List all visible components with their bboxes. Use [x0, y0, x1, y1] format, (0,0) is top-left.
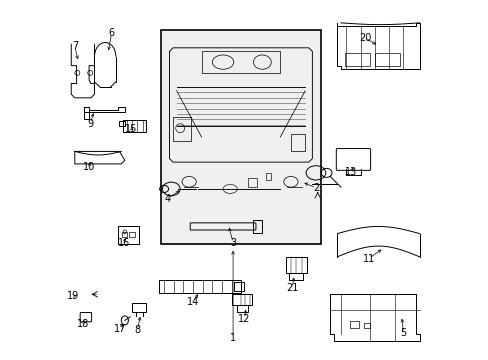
Bar: [119, 121, 124, 126]
Bar: [364, 323, 369, 328]
Text: 1: 1: [229, 333, 236, 343]
Bar: [237, 305, 247, 312]
Text: 6: 6: [108, 28, 115, 38]
Bar: [159, 280, 241, 293]
Text: 2: 2: [312, 183, 318, 193]
Text: 12: 12: [238, 314, 250, 324]
Text: 20: 20: [358, 33, 371, 43]
Text: 15: 15: [125, 124, 137, 134]
Text: 13: 13: [344, 167, 356, 177]
Bar: [231, 294, 251, 305]
Bar: [129, 232, 135, 237]
Bar: [247, 178, 257, 187]
Bar: [123, 120, 146, 132]
Bar: [233, 282, 244, 291]
Text: 3: 3: [229, 238, 236, 248]
Text: 7: 7: [72, 41, 78, 51]
Text: 5: 5: [400, 328, 406, 338]
Bar: [349, 321, 358, 328]
Bar: [122, 232, 127, 237]
Bar: [290, 134, 305, 152]
Text: 4: 4: [164, 194, 170, 203]
Bar: [285, 257, 306, 273]
Text: 8: 8: [134, 325, 140, 335]
Bar: [288, 273, 303, 280]
Text: 18: 18: [77, 319, 89, 329]
Bar: [132, 303, 146, 312]
Text: 16: 16: [118, 238, 130, 248]
Bar: [344, 53, 369, 66]
Text: 21: 21: [285, 283, 298, 293]
Text: 11: 11: [362, 253, 374, 264]
Text: 17: 17: [114, 324, 126, 334]
Bar: [374, 53, 399, 66]
Text: 9: 9: [87, 118, 93, 129]
Bar: [253, 220, 262, 233]
Bar: [118, 226, 139, 244]
Bar: [265, 173, 271, 180]
Text: 10: 10: [83, 162, 95, 172]
Bar: [173, 117, 190, 141]
Bar: [201, 51, 280, 73]
Text: 14: 14: [186, 297, 199, 307]
Text: 19: 19: [67, 291, 79, 301]
FancyBboxPatch shape: [160, 30, 321, 244]
